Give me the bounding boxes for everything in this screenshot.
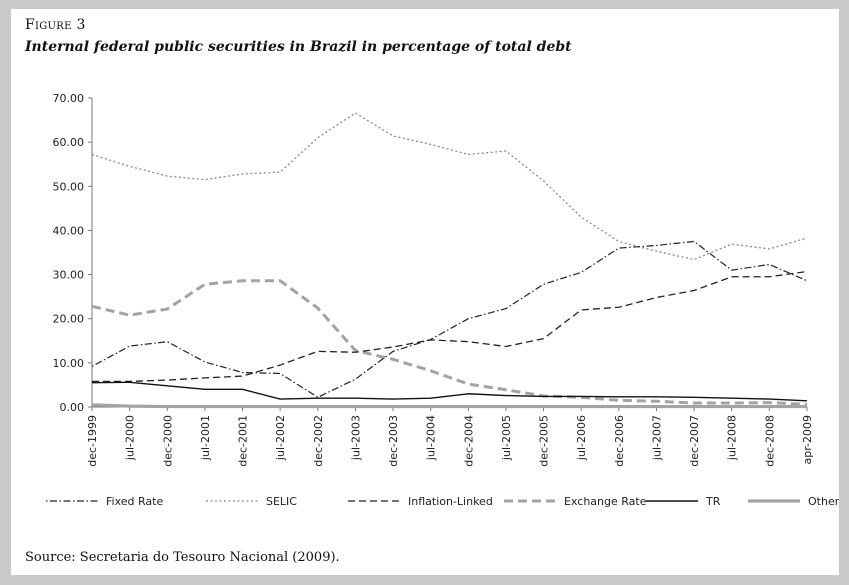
x-tick-label: dec-2002 (312, 415, 325, 467)
y-tick-label: 40.00 (53, 224, 85, 237)
y-tick-label: 30.00 (53, 269, 85, 282)
y-tick-label: 50.00 (53, 180, 85, 193)
series-line-fixed-rate (91, 240, 808, 398)
chart-series-layer (91, 112, 808, 409)
figure-frame: Figure 3 Internal federal public securit… (11, 9, 839, 575)
x-tick-label: dec-2007 (688, 415, 701, 467)
legend-item: TR (646, 495, 721, 508)
x-tick-label: dec-2003 (387, 415, 400, 467)
x-tick-label: jul-2000 (124, 415, 137, 461)
x-tick-label: jul-2001 (199, 415, 212, 461)
line-chart: 0.00 10.00 20.00 30.00 40.00 50.00 60.00 70.00 d… (46, 92, 839, 508)
series-line-tr (91, 381, 808, 402)
legend-label: SELIC (266, 495, 297, 508)
x-tick-label: apr-2009 (801, 415, 814, 465)
legend-label: Others (808, 495, 839, 508)
legend-label: TR (705, 495, 721, 508)
x-tick-label: dec-2005 (538, 415, 551, 467)
legend-label: Fixed Rate (106, 495, 163, 508)
source-note: Source: Secretaria do Tesouro Nacional (… (25, 550, 340, 565)
series-line-others (91, 403, 807, 409)
legend-item: Exchange Rate (504, 495, 647, 508)
x-tick-label: jul-2007 (650, 415, 663, 461)
legend-label: Exchange Rate (564, 495, 647, 508)
x-tick-label: dec-1999 (86, 415, 99, 467)
legend-item: Fixed Rate (46, 495, 163, 508)
x-tick-label: jul-2004 (425, 415, 438, 461)
x-tick-label: dec-2004 (462, 415, 475, 467)
x-tick-label: jul-2005 (500, 415, 513, 461)
legend-item: Inflation-Linked (348, 495, 493, 508)
x-tick-label: jul-2003 (349, 415, 362, 461)
y-tick-label: 60.00 (53, 136, 85, 149)
x-tick-label: jul-2002 (274, 415, 287, 461)
legend-label: Inflation-Linked (408, 495, 493, 508)
figure-label: Figure 3 (25, 17, 86, 33)
figure-title: Internal federal public securities in Br… (25, 39, 572, 55)
y-tick-label: 70.00 (53, 92, 85, 105)
y-tick-label: 10.00 (53, 357, 85, 370)
legend-item: SELIC (206, 495, 297, 508)
series-line-selic (91, 112, 808, 261)
chart-legend: Fixed Rate SELIC Inflation-Linked Exchange … (46, 495, 839, 508)
x-tick-label: dec-2006 (613, 415, 626, 467)
y-tick-label: 20.00 (53, 313, 85, 326)
series-line-exchange-rate (91, 279, 808, 406)
chart-axes: 0.00 10.00 20.00 30.00 40.00 50.00 60.00 70.00 d… (53, 92, 815, 467)
legend-item: Others (748, 495, 839, 508)
x-tick-label: jul-2008 (726, 415, 739, 461)
x-tick-label: dec-2008 (763, 415, 776, 467)
x-tick-label: jul-2006 (575, 415, 588, 461)
x-tick-label: dec-2000 (161, 415, 174, 467)
x-tick-label: dec-2001 (237, 415, 250, 467)
y-tick-label: 0.00 (60, 401, 85, 414)
